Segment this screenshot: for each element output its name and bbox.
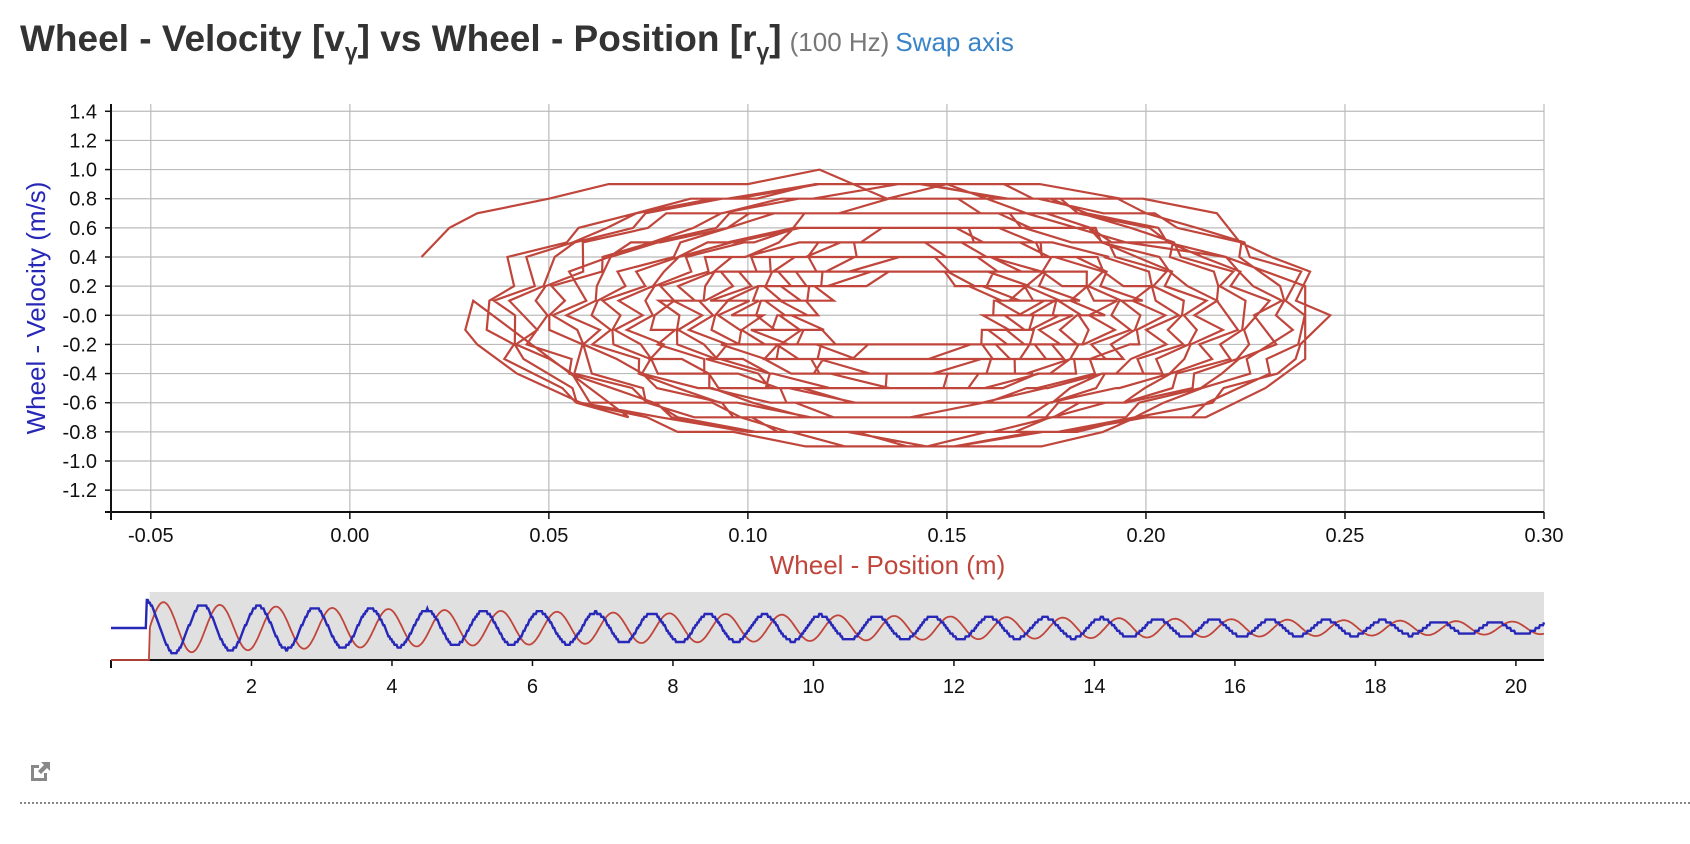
phase-series (420, 168, 1333, 448)
chart-title: Wheel - Velocity [vγ] vs Wheel - Positio… (20, 18, 782, 65)
y-tick-label: 1.0 (69, 160, 97, 182)
navigator-tick-label: 6 (527, 676, 538, 698)
y-tick-label: 0.6 (69, 218, 97, 240)
navigator-tick-label: 8 (667, 676, 678, 698)
x-axis-label: Wheel - Position (m) (770, 550, 1006, 580)
swap-axis-link[interactable]: Swap axis (895, 27, 1014, 57)
y-tick-label: 0.2 (69, 276, 97, 298)
time-navigator[interactable]: 2 4 6 8 10 12 14 16 18 20 (110, 592, 1546, 698)
x-tick-label: 0.10 (728, 525, 767, 547)
main-tick-labels: 1.4 1.2 1.0 0.8 0.6 0.4 0.2 -0.0 -0.2 -0.4 -0.6 -0.… (63, 101, 1564, 547)
y-tick-label: -1.0 (63, 451, 97, 473)
navigator-tick-label: 4 (386, 676, 397, 698)
y-tick-label: 1.4 (69, 101, 97, 123)
navigator-tick-label: 16 (1224, 676, 1246, 698)
x-tick-label: 0.15 (927, 525, 966, 547)
section-divider (20, 802, 1690, 804)
navigator-tick-label: 2 (246, 676, 257, 698)
navigator-selection (149, 592, 1545, 660)
x-tick-label: 0.05 (529, 525, 568, 547)
navigator-tick-label: 18 (1364, 676, 1386, 698)
chart-header: Wheel - Velocity [vγ] vs Wheel - Positio… (20, 18, 1014, 65)
x-tick-label: 0.30 (1525, 525, 1564, 547)
x-tick-label: 0.25 (1326, 525, 1365, 547)
phase-plot-chart: 1.4 1.2 1.0 0.8 0.6 0.4 0.2 -0.0 -0.2 -0.4 -0.6 -0.… (21, 101, 1564, 698)
navigator-tick-label: 14 (1083, 676, 1105, 698)
navigator-velocity-line (111, 598, 1546, 655)
y-tick-label: -0.6 (63, 393, 97, 415)
y-tick-label: -0.0 (63, 305, 97, 327)
x-tick-label: 0.20 (1126, 525, 1165, 547)
main-grid (111, 104, 1545, 512)
x-tick-label: -0.05 (128, 525, 174, 547)
external-link-icon[interactable] (28, 760, 52, 789)
y-tick-label: -0.4 (63, 364, 97, 386)
phase-trajectory-line (420, 168, 1333, 448)
navigator-tick-label: 20 (1505, 676, 1527, 698)
y-tick-label: 0.8 (69, 189, 97, 211)
y-axis-label: Wheel - Velocity (m/s) (21, 182, 51, 435)
navigator-tick-label: 12 (943, 676, 965, 698)
navigator-position-line (111, 601, 1545, 661)
y-tick-label: 0.4 (69, 247, 97, 269)
y-tick-label: -0.8 (63, 422, 97, 444)
main-axes (105, 104, 1545, 520)
sample-rate-label: (100 Hz) (789, 27, 890, 57)
y-tick-label: -0.2 (63, 334, 97, 356)
x-tick-label: 0.00 (330, 525, 369, 547)
y-tick-label: 1.2 (69, 130, 97, 152)
navigator-tick-label: 10 (802, 676, 824, 698)
y-tick-label: -1.2 (63, 480, 97, 502)
